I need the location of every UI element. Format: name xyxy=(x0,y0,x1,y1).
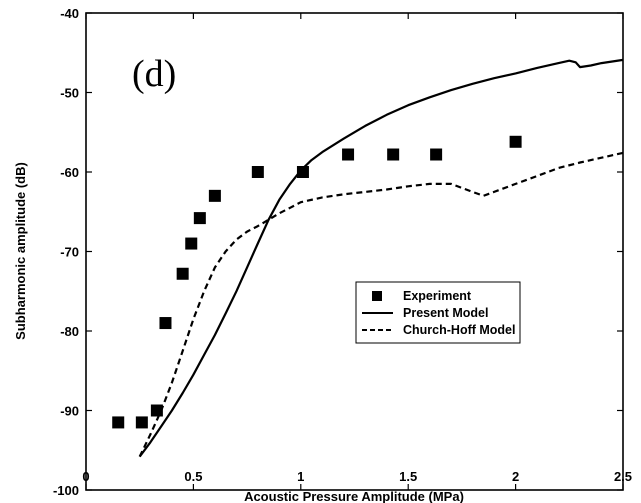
experiment-point xyxy=(430,148,443,161)
series-layer xyxy=(112,58,624,458)
experiment-point xyxy=(135,416,148,429)
y-tick-label: -100 xyxy=(53,483,79,498)
experiment-point xyxy=(296,166,309,178)
legend-label-experiment: Experiment xyxy=(403,289,472,303)
experiment-point xyxy=(342,148,355,161)
experiment-point xyxy=(159,317,172,330)
experiment-point xyxy=(509,135,522,148)
experiment-point xyxy=(251,166,264,178)
legend-marker-experiment xyxy=(372,291,382,301)
experiment-point xyxy=(387,148,400,161)
panel-label: (d) xyxy=(132,53,176,95)
x-tick-label: 1 xyxy=(297,469,304,484)
y-tick-label: -70 xyxy=(60,245,79,260)
x-tick-label: 2.5 xyxy=(614,469,632,484)
x-tick-label: 0 xyxy=(82,469,89,484)
y-tick-label: -50 xyxy=(60,86,79,101)
experiment-point xyxy=(193,212,206,225)
experiment-point xyxy=(185,237,198,250)
x-tick-label: 0.5 xyxy=(184,469,202,484)
legend-label-church-hoff-model: Church-Hoff Model xyxy=(403,323,515,337)
experiment-point xyxy=(208,189,221,202)
y-tick-label: -40 xyxy=(60,6,79,21)
y-tick-label: -80 xyxy=(60,324,79,339)
y-tick-label: -90 xyxy=(60,404,79,419)
present-model-line xyxy=(138,58,624,458)
legend: Experiment Present Model Church-Hoff Mod… xyxy=(355,281,521,344)
x-axis-title: Acoustic Pressure Amplitude (MPa) xyxy=(244,489,464,503)
y-axis-title: Subharmonic amplitude (dB) xyxy=(13,162,28,340)
axis-ticks: 0 0.5 1 1.5 2 2.5 -100 -90 -80 -70 -60 -50 -40 xyxy=(53,6,632,498)
legend-label-present-model: Present Model xyxy=(403,306,488,320)
experiment-point xyxy=(176,267,189,280)
x-tick-label: 1.5 xyxy=(399,469,417,484)
experiment-point xyxy=(150,404,163,417)
x-tick-label: 2 xyxy=(512,469,519,484)
church-hoff-model-line xyxy=(138,151,624,458)
experiment-point xyxy=(112,416,125,429)
y-tick-label: -60 xyxy=(60,165,79,180)
